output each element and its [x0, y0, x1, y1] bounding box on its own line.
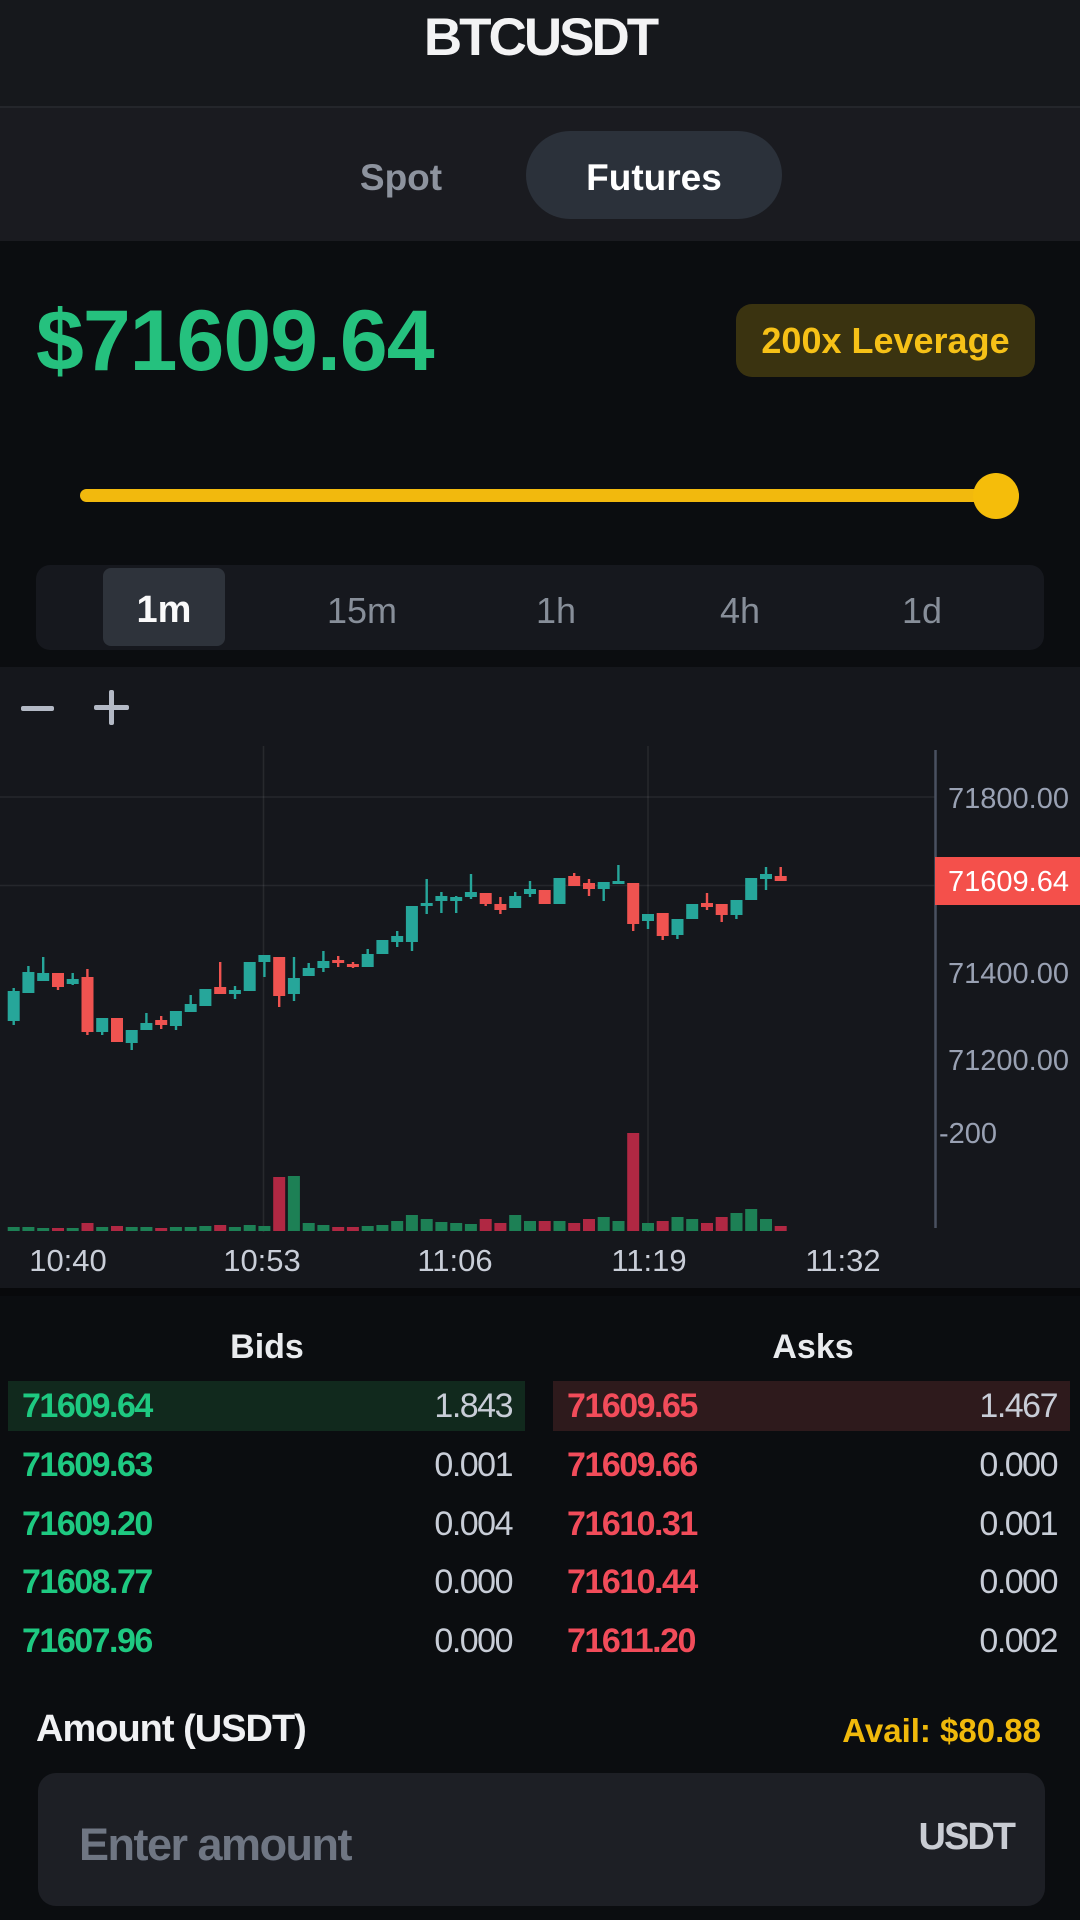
svg-text:11:06: 11:06: [417, 1243, 492, 1278]
svg-text:11:19: 11:19: [611, 1243, 686, 1278]
svg-text:11:32: 11:32: [805, 1243, 880, 1278]
svg-text:71200.00: 71200.00: [948, 1045, 1069, 1077]
svg-text:-200: -200: [939, 1118, 997, 1150]
svg-text:71800.00: 71800.00: [948, 783, 1069, 815]
svg-text:71609.64: 71609.64: [948, 866, 1069, 898]
svg-text:10:53: 10:53: [223, 1243, 301, 1278]
svg-text:71400.00: 71400.00: [948, 958, 1069, 990]
svg-text:10:40: 10:40: [29, 1243, 107, 1278]
